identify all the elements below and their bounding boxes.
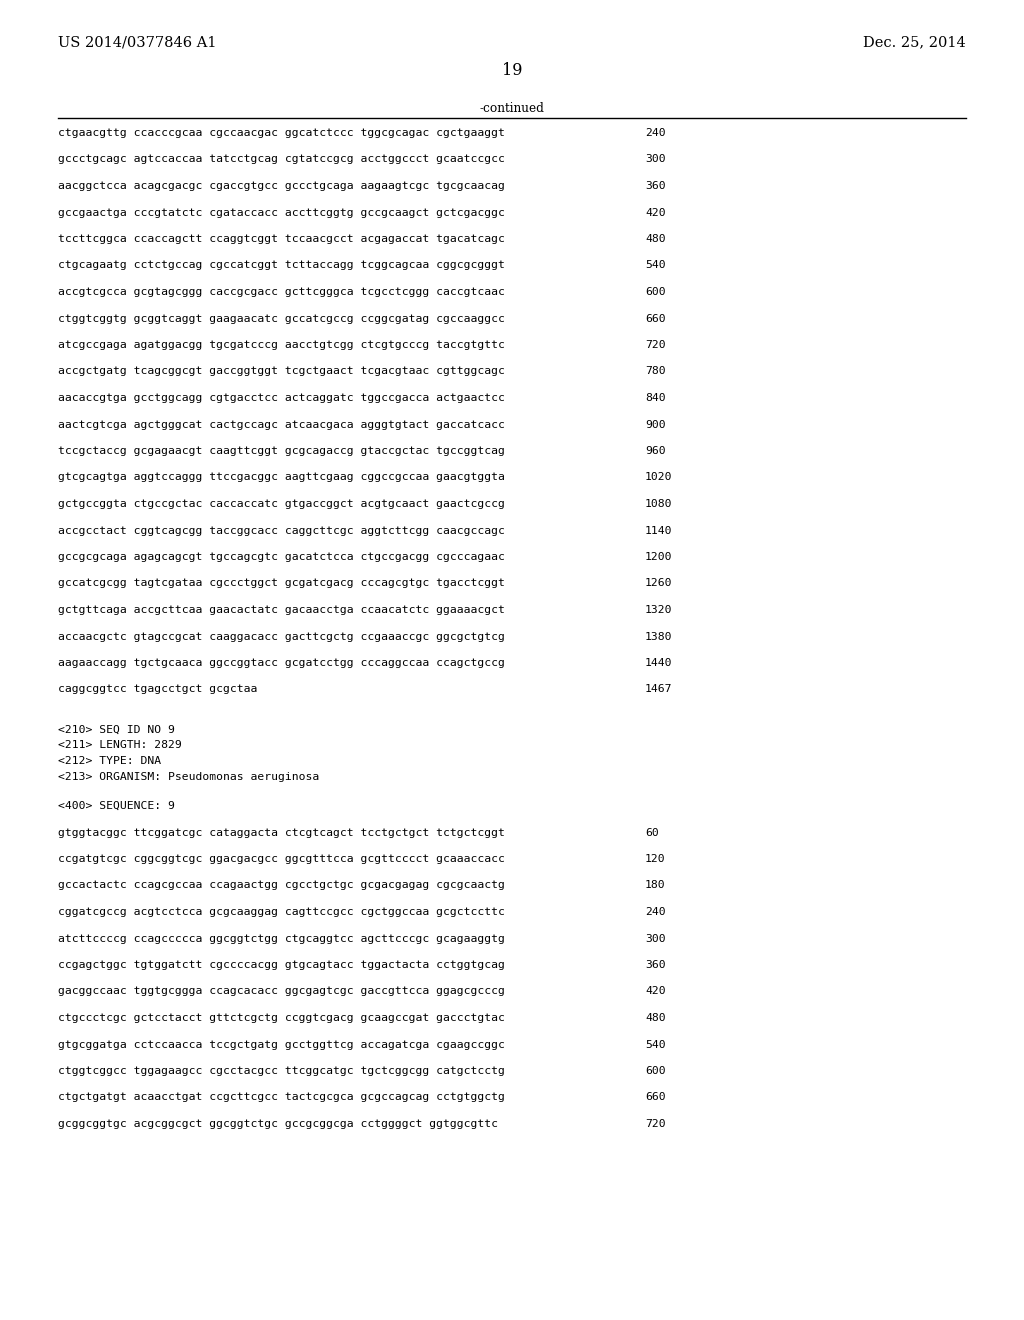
Text: atcgccgaga agatggacgg tgcgatcccg aacctgtcgg ctcgtgcccg taccgtgttc: atcgccgaga agatggacgg tgcgatcccg aacctgt… (58, 341, 505, 350)
Text: ctgccctcgc gctcctacct gttctcgctg ccggtcgacg gcaagccgat gaccctgtac: ctgccctcgc gctcctacct gttctcgctg ccggtcg… (58, 1012, 505, 1023)
Text: 240: 240 (645, 128, 666, 139)
Text: -continued: -continued (479, 102, 545, 115)
Text: <212> TYPE: DNA: <212> TYPE: DNA (58, 756, 161, 766)
Text: 420: 420 (645, 986, 666, 997)
Text: ccgagctggc tgtggatctt cgccccacgg gtgcagtacc tggactacta cctggtgcag: ccgagctggc tgtggatctt cgccccacgg gtgcagt… (58, 960, 505, 970)
Text: 540: 540 (645, 260, 666, 271)
Text: gtgcggatga cctccaacca tccgctgatg gcctggttcg accagatcga cgaagccggc: gtgcggatga cctccaacca tccgctgatg gcctggt… (58, 1040, 505, 1049)
Text: 720: 720 (645, 341, 666, 350)
Text: 1020: 1020 (645, 473, 673, 483)
Text: accgcctact cggtcagcgg taccggcacc caggcttcgc aggtcttcgg caacgccagc: accgcctact cggtcagcgg taccggcacc caggctt… (58, 525, 505, 536)
Text: ctgaacgttg ccacccgcaa cgccaacgac ggcatctccc tggcgcagac cgctgaaggt: ctgaacgttg ccacccgcaa cgccaacgac ggcatct… (58, 128, 505, 139)
Text: aactcgtcga agctgggcat cactgccagc atcaacgaca agggtgtact gaccatcacc: aactcgtcga agctgggcat cactgccagc atcaacg… (58, 420, 505, 429)
Text: <213> ORGANISM: Pseudomonas aeruginosa: <213> ORGANISM: Pseudomonas aeruginosa (58, 771, 319, 781)
Text: gtggtacggc ttcggatcgc cataggacta ctcgtcagct tcctgctgct tctgctcggt: gtggtacggc ttcggatcgc cataggacta ctcgtca… (58, 828, 505, 837)
Text: 360: 360 (645, 181, 666, 191)
Text: tccgctaccg gcgagaacgt caagttcggt gcgcagaccg gtaccgctac tgccggtcag: tccgctaccg gcgagaacgt caagttcggt gcgcaga… (58, 446, 505, 455)
Text: 1380: 1380 (645, 631, 673, 642)
Text: 840: 840 (645, 393, 666, 403)
Text: accaacgctc gtagccgcat caaggacacc gacttcgctg ccgaaaccgc ggcgctgtcg: accaacgctc gtagccgcat caaggacacc gacttcg… (58, 631, 505, 642)
Text: 660: 660 (645, 314, 666, 323)
Text: accgtcgcca gcgtagcggg caccgcgacc gcttcgggca tcgcctcggg caccgtcaac: accgtcgcca gcgtagcggg caccgcgacc gcttcgg… (58, 286, 505, 297)
Text: 180: 180 (645, 880, 666, 891)
Text: accgctgatg tcagcggcgt gaccggtggt tcgctgaact tcgacgtaac cgttggcagc: accgctgatg tcagcggcgt gaccggtggt tcgctga… (58, 367, 505, 376)
Text: ccgatgtcgc cggcggtcgc ggacgacgcc ggcgtttcca gcgttcccct gcaaaccacc: ccgatgtcgc cggcggtcgc ggacgacgcc ggcgttt… (58, 854, 505, 865)
Text: 540: 540 (645, 1040, 666, 1049)
Text: gctgttcaga accgcttcaa gaacactatc gacaacctga ccaacatctc ggaaaacgct: gctgttcaga accgcttcaa gaacactatc gacaacc… (58, 605, 505, 615)
Text: 900: 900 (645, 420, 666, 429)
Text: 480: 480 (645, 234, 666, 244)
Text: cggatcgccg acgtcctcca gcgcaaggag cagttccgcc cgctggccaa gcgctccttc: cggatcgccg acgtcctcca gcgcaaggag cagttcc… (58, 907, 505, 917)
Text: gccatcgcgg tagtcgataa cgccctggct gcgatcgacg cccagcgtgc tgacctcggt: gccatcgcgg tagtcgataa cgccctggct gcgatcg… (58, 578, 505, 589)
Text: 780: 780 (645, 367, 666, 376)
Text: 960: 960 (645, 446, 666, 455)
Text: 1080: 1080 (645, 499, 673, 510)
Text: 300: 300 (645, 154, 666, 165)
Text: 1140: 1140 (645, 525, 673, 536)
Text: ctgctgatgt acaacctgat ccgcttcgcc tactcgcgca gcgccagcag cctgtggctg: ctgctgatgt acaacctgat ccgcttcgcc tactcgc… (58, 1093, 505, 1102)
Text: <211> LENGTH: 2829: <211> LENGTH: 2829 (58, 741, 181, 751)
Text: aacggctcca acagcgacgc cgaccgtgcc gccctgcaga aagaagtcgc tgcgcaacag: aacggctcca acagcgacgc cgaccgtgcc gccctgc… (58, 181, 505, 191)
Text: <400> SEQUENCE: 9: <400> SEQUENCE: 9 (58, 801, 175, 810)
Text: 1320: 1320 (645, 605, 673, 615)
Text: 300: 300 (645, 933, 666, 944)
Text: 19: 19 (502, 62, 522, 79)
Text: gccactactc ccagcgccaa ccagaactgg cgcctgctgc gcgacgagag cgcgcaactg: gccactactc ccagcgccaa ccagaactgg cgcctgc… (58, 880, 505, 891)
Text: US 2014/0377846 A1: US 2014/0377846 A1 (58, 36, 216, 49)
Text: caggcggtcc tgagcctgct gcgctaa: caggcggtcc tgagcctgct gcgctaa (58, 685, 257, 694)
Text: 60: 60 (645, 828, 658, 837)
Text: 1440: 1440 (645, 657, 673, 668)
Text: 720: 720 (645, 1119, 666, 1129)
Text: 1467: 1467 (645, 685, 673, 694)
Text: 1200: 1200 (645, 552, 673, 562)
Text: ctgcagaatg cctctgccag cgccatcggt tcttaccagg tcggcagcaa cggcgcgggt: ctgcagaatg cctctgccag cgccatcggt tcttacc… (58, 260, 505, 271)
Text: atcttccccg ccagccccca ggcggtctgg ctgcaggtcc agcttcccgc gcagaaggtg: atcttccccg ccagccccca ggcggtctgg ctgcagg… (58, 933, 505, 944)
Text: gacggccaac tggtgcggga ccagcacacc ggcgagtcgc gaccgttcca ggagcgcccg: gacggccaac tggtgcggga ccagcacacc ggcgagt… (58, 986, 505, 997)
Text: gctgccggta ctgccgctac caccaccatc gtgaccggct acgtgcaact gaactcgccg: gctgccggta ctgccgctac caccaccatc gtgaccg… (58, 499, 505, 510)
Text: 480: 480 (645, 1012, 666, 1023)
Text: 240: 240 (645, 907, 666, 917)
Text: aacaccgtga gcctggcagg cgtgacctcc actcaggatc tggccgacca actgaactcc: aacaccgtga gcctggcagg cgtgacctcc actcagg… (58, 393, 505, 403)
Text: ctggtcggtg gcggtcaggt gaagaacatc gccatcgccg ccggcgatag cgccaaggcc: ctggtcggtg gcggtcaggt gaagaacatc gccatcg… (58, 314, 505, 323)
Text: 360: 360 (645, 960, 666, 970)
Text: <210> SEQ ID NO 9: <210> SEQ ID NO 9 (58, 725, 175, 735)
Text: 120: 120 (645, 854, 666, 865)
Text: tccttcggca ccaccagctt ccaggtcggt tccaacgcct acgagaccat tgacatcagc: tccttcggca ccaccagctt ccaggtcggt tccaacg… (58, 234, 505, 244)
Text: 1260: 1260 (645, 578, 673, 589)
Text: gccgcgcaga agagcagcgt tgccagcgtc gacatctcca ctgccgacgg cgcccagaac: gccgcgcaga agagcagcgt tgccagcgtc gacatct… (58, 552, 505, 562)
Text: 600: 600 (645, 286, 666, 297)
Text: ctggtcggcc tggagaagcc cgcctacgcc ttcggcatgc tgctcggcgg catgctcctg: ctggtcggcc tggagaagcc cgcctacgcc ttcggca… (58, 1067, 505, 1076)
Text: Dec. 25, 2014: Dec. 25, 2014 (863, 36, 966, 49)
Text: aagaaccagg tgctgcaaca ggccggtacc gcgatcctgg cccaggccaa ccagctgccg: aagaaccagg tgctgcaaca ggccggtacc gcgatcc… (58, 657, 505, 668)
Text: gccgaactga cccgtatctc cgataccacc accttcggtg gccgcaagct gctcgacggc: gccgaactga cccgtatctc cgataccacc accttcg… (58, 207, 505, 218)
Text: 420: 420 (645, 207, 666, 218)
Text: gcggcggtgc acgcggcgct ggcggtctgc gccgcggcga cctggggct ggtggcgttc: gcggcggtgc acgcggcgct ggcggtctgc gccgcgg… (58, 1119, 498, 1129)
Text: 660: 660 (645, 1093, 666, 1102)
Text: gtcgcagtga aggtccaggg ttccgacggc aagttcgaag cggccgccaa gaacgtggta: gtcgcagtga aggtccaggg ttccgacggc aagttcg… (58, 473, 505, 483)
Text: 600: 600 (645, 1067, 666, 1076)
Text: gccctgcagc agtccaccaa tatcctgcag cgtatccgcg acctggccct gcaatccgcc: gccctgcagc agtccaccaa tatcctgcag cgtatcc… (58, 154, 505, 165)
